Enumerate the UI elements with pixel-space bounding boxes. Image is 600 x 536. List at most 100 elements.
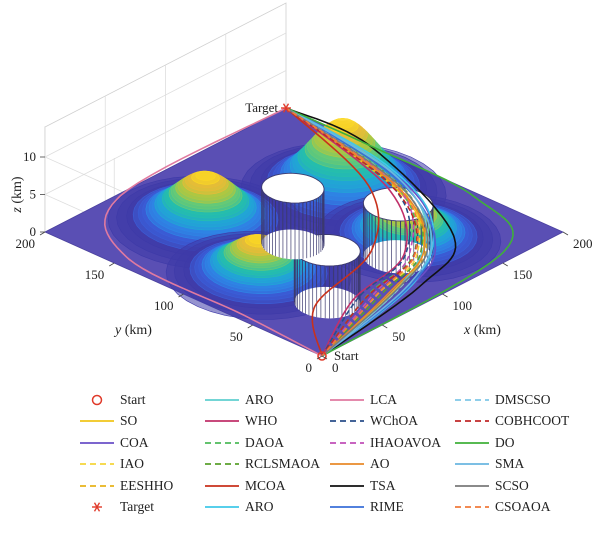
legend-symbol xyxy=(455,484,489,487)
legend-item: CSOAOA xyxy=(453,497,578,518)
x-tick xyxy=(562,231,569,236)
legend-symbol xyxy=(80,484,114,487)
legend-item: SO xyxy=(78,411,203,432)
y-tick-label: 150 xyxy=(85,267,105,282)
legend-item: ARO xyxy=(203,497,328,518)
legend-label: COBHCOOT xyxy=(495,413,570,429)
y-tick-label: 100 xyxy=(154,298,174,313)
legend-symbol xyxy=(455,399,489,401)
z-tick-label: 5 xyxy=(30,187,37,202)
legend-item: RIME xyxy=(328,497,453,518)
legend-item: SMA xyxy=(453,454,578,475)
x-tick-label: 150 xyxy=(513,267,533,282)
legend-symbol xyxy=(205,484,239,487)
legend-item: TSA xyxy=(328,476,453,497)
x-tick xyxy=(502,262,508,267)
cylinder-top xyxy=(261,172,325,204)
path-who xyxy=(285,107,409,357)
legend-label: WHO xyxy=(245,413,278,429)
x-tick-label: 100 xyxy=(453,298,473,313)
legend-item: Start xyxy=(78,390,203,411)
legend-symbol xyxy=(455,463,489,466)
legend-label: SCSO xyxy=(495,477,529,493)
legend-symbol xyxy=(92,502,102,512)
legend-symbol xyxy=(205,441,239,444)
legend-label: Target xyxy=(120,498,155,514)
legend-label: IAO xyxy=(120,456,144,472)
legend-label: TSA xyxy=(370,477,396,493)
legend-symbol xyxy=(80,420,114,423)
path-rime xyxy=(285,107,436,357)
y-tick xyxy=(178,293,184,298)
legend-item: MCOA xyxy=(203,476,328,497)
x-tick-label: 0 xyxy=(332,360,339,375)
y-tick-label: 200 xyxy=(16,236,36,251)
path-mcoa xyxy=(285,107,380,357)
legend-item: AO xyxy=(328,454,453,475)
path-series xyxy=(103,107,514,357)
x-tick xyxy=(382,324,388,329)
legend-star-mark xyxy=(93,502,101,512)
legend-item: LCA xyxy=(328,390,453,411)
target-label: Target xyxy=(245,100,278,115)
legend-label: WChOA xyxy=(370,413,418,429)
path-ao xyxy=(285,107,426,357)
y-tick-label: 50 xyxy=(230,329,243,344)
legend-item: SCSO xyxy=(453,476,578,497)
legend-symbol xyxy=(80,441,114,444)
x-tick xyxy=(442,293,448,298)
legend-label: SMA xyxy=(495,456,525,472)
peak-contour xyxy=(195,170,216,181)
legend-symbol xyxy=(91,394,103,406)
legend-item: COBHCOOT xyxy=(453,411,578,432)
legend-symbol xyxy=(330,420,364,423)
path-rclsmaoa xyxy=(285,107,424,357)
legend-label: RCLSMAOA xyxy=(245,456,321,472)
legend: Start SO COA IAO EESHHO Target ARO WHO DAOA RCLSM… xyxy=(78,390,578,524)
legend-symbol xyxy=(455,441,489,444)
z-axis-label: z (km) xyxy=(10,176,25,214)
legend-symbol xyxy=(205,463,239,466)
x-axis-label: x (km) xyxy=(463,323,501,338)
legend-column: Start SO COA IAO EESHHO Target xyxy=(78,390,203,518)
legend-label: COA xyxy=(120,434,149,450)
legend-symbol xyxy=(80,463,114,466)
legend-circle-mark xyxy=(91,394,103,406)
start-label: Start xyxy=(334,348,359,363)
path-do xyxy=(285,107,514,357)
cylinder-obstacles xyxy=(261,172,434,319)
path-lca xyxy=(103,107,323,357)
path-tsa xyxy=(285,107,457,357)
target-star-stroke xyxy=(282,103,290,113)
legend-column: ARO WHO DAOA RCLSMAOA MCOA ARO xyxy=(203,390,328,518)
legend-label: DAOA xyxy=(245,434,284,450)
legend-label: DO xyxy=(495,434,515,450)
start-target-markers: Start Target xyxy=(245,100,359,363)
legend-column: LCA WChOA IHAOAVOA AO TSA RIME xyxy=(328,390,453,518)
legend-label: SO xyxy=(120,413,138,429)
x-tick-label: 200 xyxy=(573,236,593,251)
legend-symbol xyxy=(330,484,364,487)
legend-label: MCOA xyxy=(245,477,286,493)
y-tick xyxy=(316,355,323,360)
path-scso xyxy=(285,107,429,357)
legend-label: Start xyxy=(120,392,146,407)
y-tick xyxy=(39,231,46,236)
legend-symbol xyxy=(205,420,239,423)
legend-label: LCA xyxy=(370,392,397,407)
legend-label: ARO xyxy=(245,498,274,514)
legend-item: RCLSMAOA xyxy=(203,454,328,475)
z-tick-label: 10 xyxy=(23,149,36,164)
legend-symbol xyxy=(330,463,364,466)
y-axis-label: y (km) xyxy=(113,323,152,338)
legend-item: ARO xyxy=(203,390,328,411)
legend-symbol xyxy=(205,399,239,401)
legend-item: IHAOAVOA xyxy=(328,433,453,454)
legend-column: DMSCSO COBHCOOT DO SMA SCSO CSOAOA xyxy=(453,390,578,518)
x-tick xyxy=(321,355,328,360)
legend-item: Target xyxy=(78,497,203,518)
legend-item: EESHHO xyxy=(78,476,203,497)
legend-label: RIME xyxy=(370,498,404,514)
